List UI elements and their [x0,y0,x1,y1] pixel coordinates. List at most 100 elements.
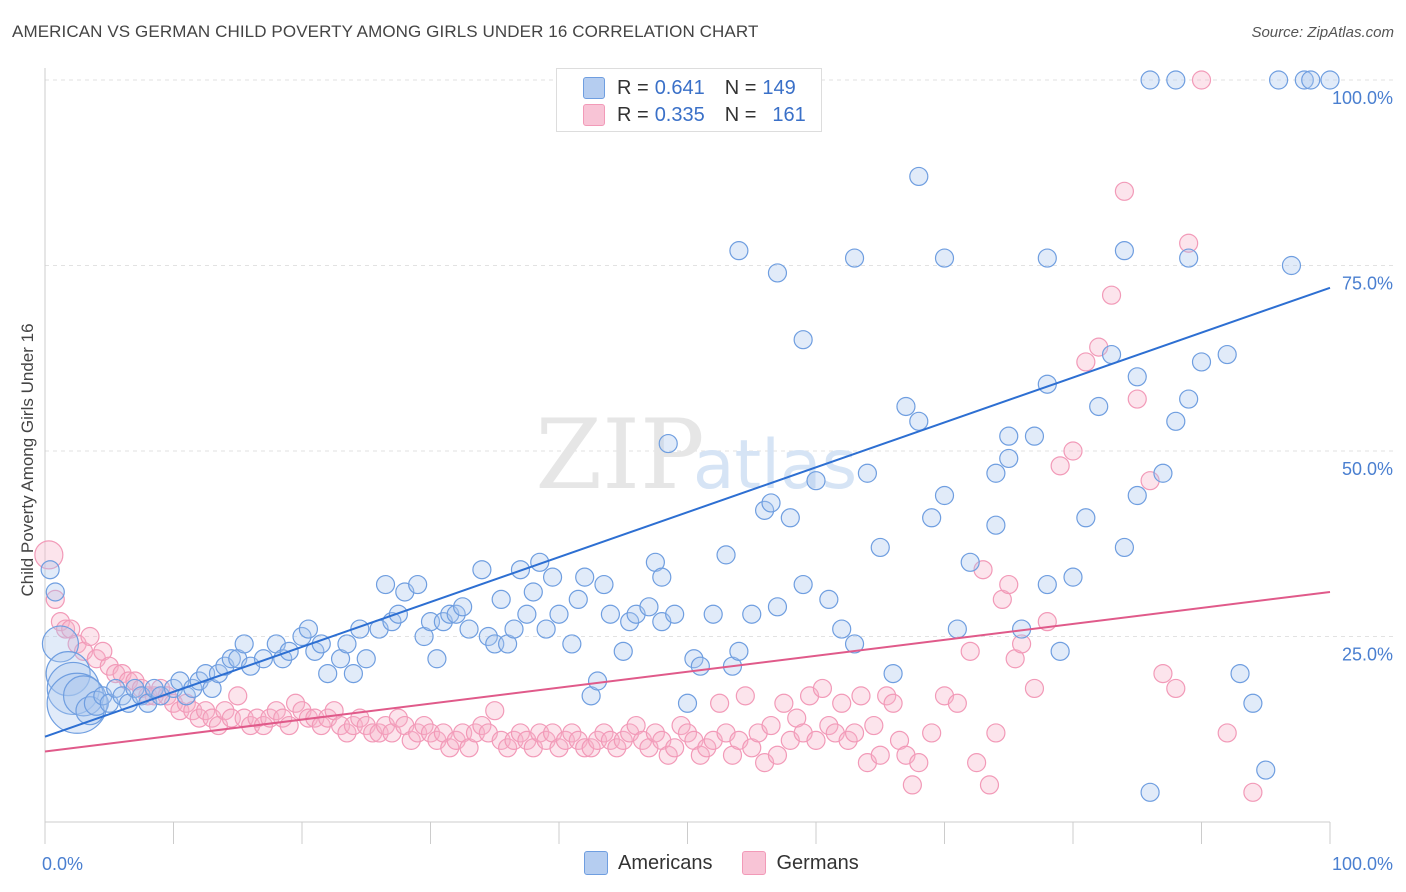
americans-point [408,574,428,595]
germans-point [864,715,884,736]
americans-point [472,560,492,580]
legend-row-germans: R = 0.335 N = 161 [583,104,806,126]
germans-point [1063,441,1083,461]
americans-point [594,574,614,595]
americans-point [343,663,363,684]
germans-point [761,715,781,736]
germans-point [80,626,100,647]
legend-item-americans[interactable]: Americans [584,851,712,875]
germans-point [485,701,505,721]
americans-point [1243,693,1263,713]
americans-point [41,625,80,663]
axes [44,68,1331,844]
germans-trend-line [44,590,1331,753]
americans-point [934,485,955,506]
americans-point [427,649,447,669]
americans-point [46,661,100,716]
americans-point [909,411,929,431]
americans-point [1294,70,1314,90]
americans-point [446,604,466,624]
germans-point [581,738,601,758]
americans-point [356,649,376,669]
germans-point [671,715,691,736]
americans-point [45,582,65,602]
americans-point [844,634,865,654]
germans-point [196,701,216,721]
americans-point [767,263,788,283]
americans-point [478,626,498,647]
x-tick-label-min: 0.0% [42,854,83,874]
americans-point [761,493,781,513]
americans-point [1301,70,1321,90]
americans-point [106,678,126,699]
americans-point [793,574,813,595]
americans-point [318,663,338,684]
germans-point [877,686,897,706]
americans-point [562,634,582,654]
americans-point [1114,241,1135,261]
y-tick-label: 25.0% [1342,645,1393,665]
americans-point [1268,70,1289,90]
americans-point [221,649,241,669]
americans-point [491,589,511,610]
r-label: R = [617,103,649,126]
germans-point [922,723,942,743]
germans-point [870,745,890,765]
germans-point [472,715,492,736]
americans-point [819,589,839,610]
americans-point [620,612,640,632]
americans-point [600,604,621,624]
americans-point [883,663,903,684]
y-axis-label: Child Poverty Among Girls Under 16 [18,323,37,597]
americans-point [1063,567,1083,587]
germans-point [1217,723,1237,743]
americans-point [742,604,762,624]
stats-legend: R = 0.641 N = 149 R = 0.335 N = 161 [556,68,822,132]
germans-point [1191,70,1212,90]
germans-point [388,708,408,728]
germans-point [902,775,922,795]
americans-point [1153,463,1173,483]
legend-item-germans[interactable]: Germans [742,851,859,875]
americans-point [536,619,556,639]
americans-point [549,604,569,624]
americans-point [999,426,1019,446]
americans-point [665,604,685,624]
americans-point [896,396,916,417]
r-value: 0.641 [654,76,705,99]
r-label: R = [617,76,649,99]
americans-point [806,471,826,491]
germans-point [34,540,64,570]
americans-point [960,552,980,572]
americans-point [767,597,788,617]
americans-point [1140,782,1160,802]
americans-point [639,597,659,617]
germans-point [735,686,755,706]
americans-point [292,626,312,647]
germans-point [1166,678,1186,699]
germans-swatch [742,851,767,875]
y-tick-label: 100.0% [1332,88,1393,108]
germans-point [285,693,306,713]
germans-point [1101,285,1122,305]
americans-point [337,634,357,654]
americans-point [857,463,878,483]
germans-point [607,738,627,758]
americans-point [1127,367,1147,387]
americans-point [1179,248,1199,268]
germans-point [947,693,967,713]
americans-point [1114,537,1135,558]
americans-point [453,597,473,617]
americans-point [793,330,813,350]
germans-point [960,641,980,661]
americans-point [1256,760,1276,780]
germans-point [594,723,614,743]
germans-point [55,619,76,639]
americans-point [844,248,865,268]
americans-point [780,508,800,528]
legend-label-americans: Americans [618,851,713,874]
germans-swatch [583,104,605,126]
germans-point [838,730,858,750]
y-tick-label: 75.0% [1342,274,1393,294]
